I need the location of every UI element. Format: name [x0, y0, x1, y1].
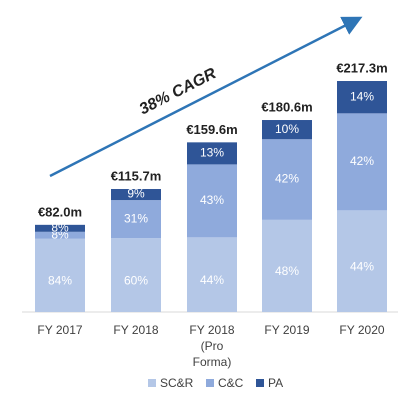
x-tick-label: FY 2020: [339, 323, 385, 337]
bar-segment: [337, 113, 387, 211]
bar-segment: [337, 81, 387, 114]
segment-label: 42%: [275, 172, 299, 186]
legend-label: PA: [268, 376, 283, 390]
x-tick-label: FY 2019: [264, 323, 310, 337]
bar-segment: [337, 210, 387, 312]
legend-swatch: [206, 379, 214, 387]
total-label: €115.7m: [111, 168, 162, 183]
total-label: €159.6m: [186, 122, 237, 137]
bar-segment: [262, 219, 312, 312]
segment-label: 8%: [51, 220, 69, 234]
bar-segment: [187, 164, 237, 238]
segment-label: 44%: [350, 259, 374, 273]
segment-label: 9%: [127, 187, 145, 201]
cagr-arrow: [49, 16, 363, 178]
bar-segment: [35, 238, 85, 312]
x-tick-label: FY 2018: [113, 323, 159, 337]
legend-swatch: [256, 379, 264, 387]
segment-label: 31%: [124, 211, 148, 225]
x-tick-label: FY 2017: [37, 323, 83, 337]
bar-segment: [262, 139, 312, 220]
bar-segment: [262, 120, 312, 140]
total-label: €217.3m: [336, 60, 387, 75]
segment-label: 44%: [200, 273, 224, 287]
segment-label: 48%: [275, 264, 299, 278]
total-label: €180.6m: [261, 99, 312, 114]
x-tick-label: FY 2018 (Pro Forma): [189, 323, 235, 369]
segment-label: 84%: [48, 274, 72, 288]
legend-label: C&C: [218, 376, 244, 390]
bar-segment: [187, 237, 237, 312]
bar-segment: [35, 231, 85, 239]
bar-segment: [35, 224, 85, 232]
bar-segment: [187, 142, 237, 165]
legend-label: SC&R: [160, 376, 194, 390]
bar-segment: [111, 189, 161, 201]
segment-label: 43%: [200, 193, 224, 207]
segment-label: 14%: [350, 89, 374, 103]
segment-label: 42%: [350, 154, 374, 168]
legend-swatch: [148, 379, 156, 387]
total-label: €82.0m: [38, 204, 82, 219]
bar-segment: [111, 200, 161, 239]
segment-label: 60%: [124, 273, 148, 287]
segment-label: 13%: [200, 146, 224, 160]
bar-segment: [111, 238, 161, 312]
segment-label: 10%: [275, 122, 299, 136]
